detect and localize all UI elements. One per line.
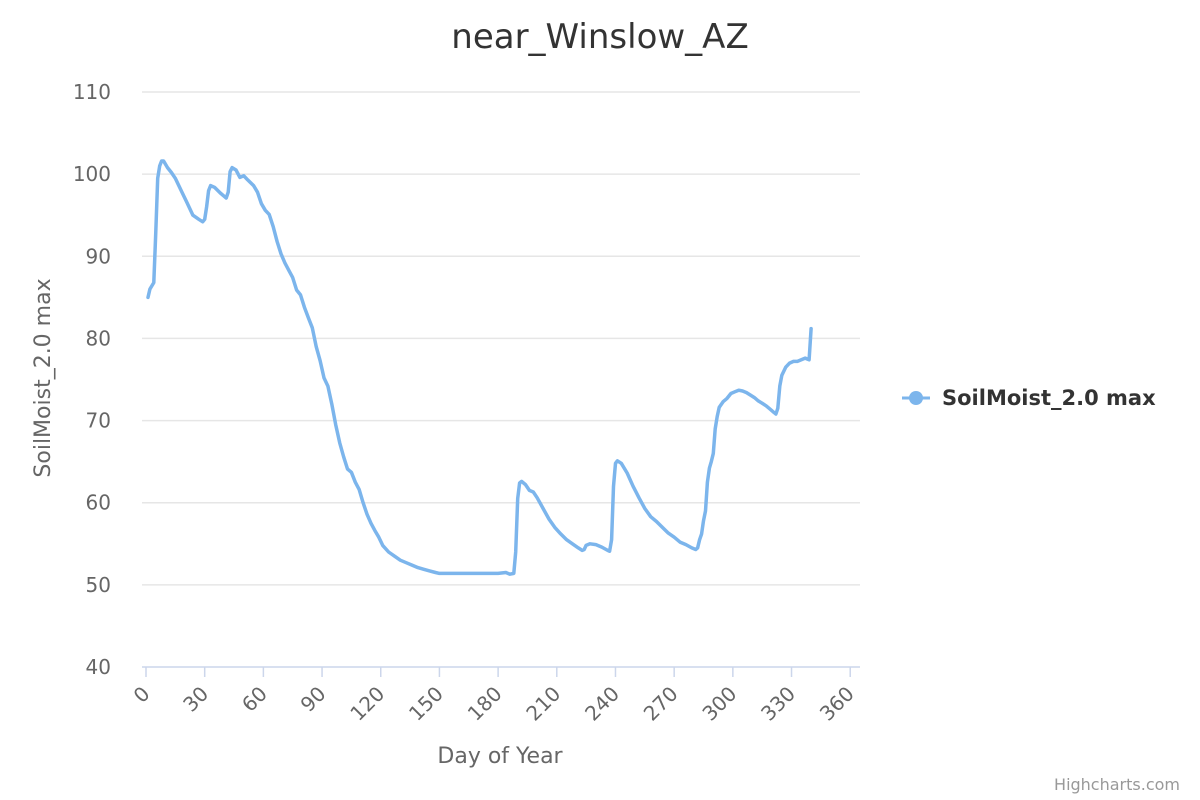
- x-tick-label: 240: [580, 682, 624, 726]
- legend[interactable]: SoilMoist_2.0 max: [902, 386, 1156, 410]
- x-axis: 0 30 60 90 120 150 180 210 240 270 300 330 360: [129, 666, 860, 726]
- x-tick-label: 180: [463, 682, 507, 726]
- y-tick-label: 100: [73, 162, 111, 186]
- y-tick-label: 90: [86, 244, 111, 268]
- y-tick-label: 40: [86, 655, 111, 679]
- x-tick-label: 360: [815, 682, 859, 726]
- y-axis-title: SoilMoist_2.0 max: [31, 278, 56, 477]
- y-tick-label: 70: [86, 409, 111, 433]
- y-tick-label: 60: [86, 491, 111, 515]
- y-axis: 40 50 60 70 80 90 100 110: [73, 80, 111, 679]
- legend-marker-symbol: [909, 391, 923, 405]
- x-tick-label: 120: [345, 682, 389, 726]
- chart-title: near_Winslow_AZ: [451, 17, 748, 57]
- series-layer: [146, 159, 813, 576]
- legend-item-label[interactable]: SoilMoist_2.0 max: [942, 386, 1156, 410]
- x-tick-label: 30: [178, 682, 213, 717]
- y-tick-label: 80: [86, 326, 111, 350]
- x-tick-label: 150: [404, 682, 448, 726]
- x-tick-label: 0: [129, 682, 155, 708]
- x-tick-label: 210: [521, 682, 565, 726]
- x-tick-label: 300: [697, 682, 741, 726]
- x-tick-label: 90: [296, 682, 331, 717]
- y-tick-label: 50: [86, 573, 111, 597]
- x-tick-label: 60: [237, 682, 272, 717]
- series-line[interactable]: [146, 159, 813, 576]
- highcharts-credit-link[interactable]: Highcharts.com: [1054, 775, 1180, 794]
- x-axis-title: Day of Year: [437, 744, 563, 769]
- y-gridlines: [142, 91, 860, 586]
- x-tick-label: 330: [756, 682, 800, 726]
- y-tick-label: 110: [73, 80, 111, 104]
- x-tick-label: 270: [639, 682, 683, 726]
